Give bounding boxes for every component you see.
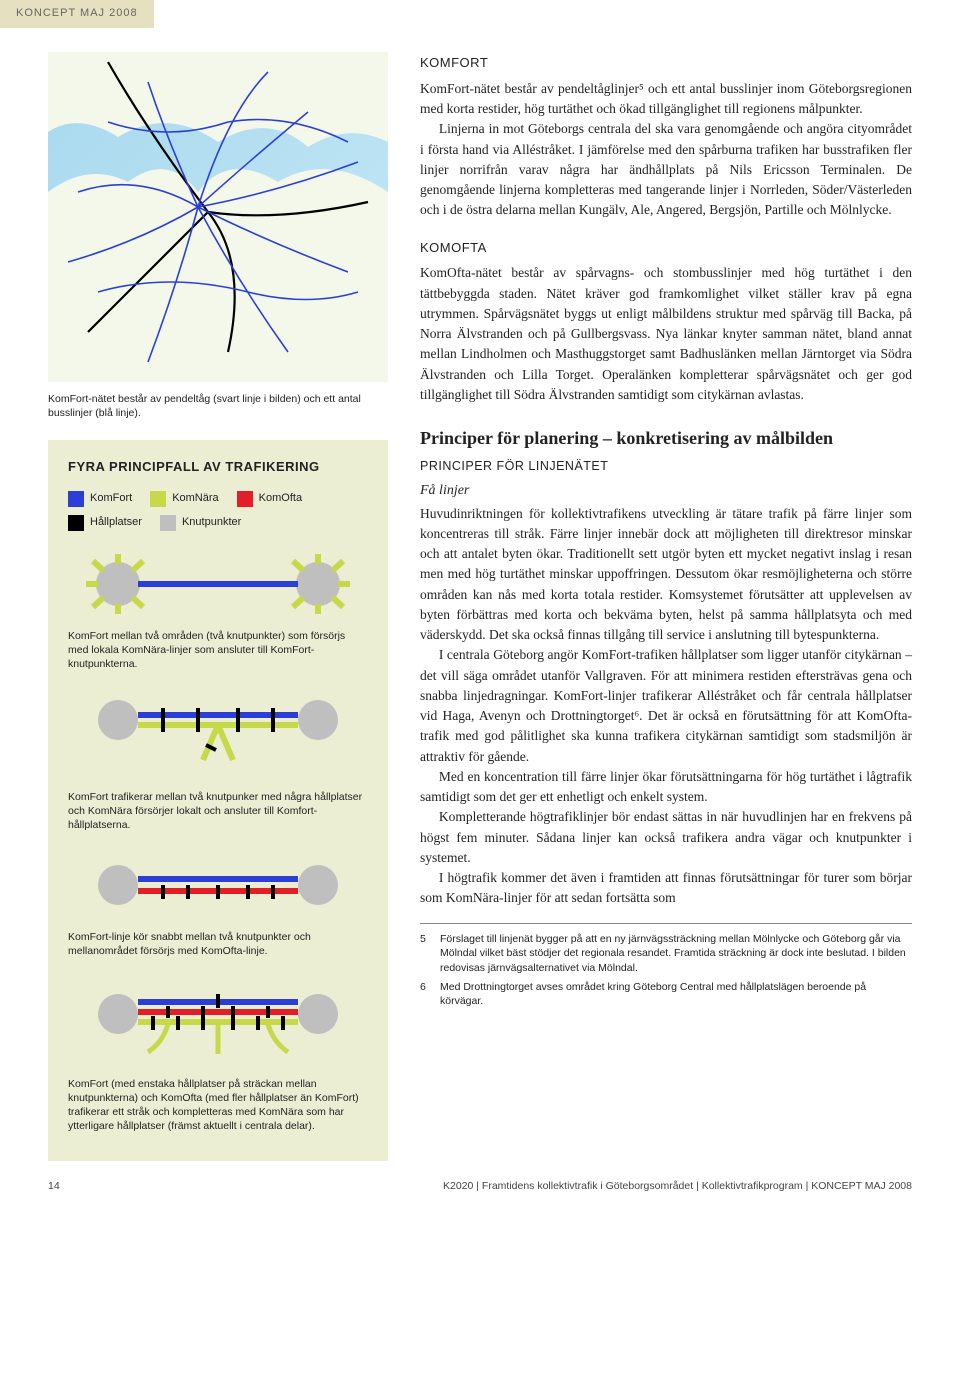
header-tab: KONCEPT MAJ 2008 — [0, 0, 154, 28]
swatch-komnara — [150, 491, 166, 507]
diagram-1 — [68, 549, 368, 619]
swatch-komofta — [237, 491, 253, 507]
footnote-6-num: 6 — [420, 980, 432, 1009]
legend-hallplatser-label: Hållplatser — [90, 515, 142, 531]
legend-komofta: KomOfta — [237, 491, 302, 507]
map-svg — [48, 52, 388, 382]
komfort-p1: KomFort-nätet består av pendeltåglinjer⁵… — [420, 79, 912, 120]
diagram-3 — [68, 850, 368, 920]
swatch-komfort — [68, 491, 84, 507]
principles-infobox: FYRA PRINCIPFALL AV TRAFIKERING KomFort … — [48, 440, 388, 1161]
legend-row-2: Hållplatser Knutpunkter — [68, 515, 368, 531]
diagram-2 — [68, 690, 368, 780]
falinjer-p4: Kompletterande högtrafiklinjer bör endas… — [420, 807, 912, 868]
swatch-knutpunkter — [160, 515, 176, 531]
komofta-body: KomOfta-nätet består av spårvagns- och s… — [420, 263, 912, 405]
komofta-p: KomOfta-nätet består av spårvagns- och s… — [420, 263, 912, 405]
legend-knutpunkter: Knutpunkter — [160, 515, 241, 531]
falinjer-p5: I högtrafik kommer det även i framtiden … — [420, 868, 912, 909]
footnote-5-num: 5 — [420, 932, 432, 976]
page: KONCEPT MAJ 2008 — [0, 0, 960, 1214]
map-caption: KomFort-nätet består av pendeltåg (svart… — [48, 392, 388, 420]
footnote-6-text: Med Drottningtorget avses området kring … — [440, 980, 912, 1009]
footnote-5: 5 Förslaget till linjenät bygger på att … — [420, 932, 912, 976]
principer-subhead: PRINCIPER FÖR LINJENÄTET — [420, 457, 912, 475]
infobox-title: FYRA PRINCIPFALL AV TRAFIKERING — [68, 458, 368, 477]
footnote-5-text: Förslaget till linjenät bygger på att en… — [440, 932, 912, 976]
diagram-4-caption: KomFort (med enstaka hållplatser på strä… — [68, 1077, 368, 1134]
right-column: KOMFORT KomFort-nätet består av pendeltå… — [420, 52, 912, 1161]
falinjer-title: Få linjer — [420, 481, 912, 501]
falinjer-p3: Med en koncentration till färre linjer ö… — [420, 767, 912, 808]
diagram-1-caption: KomFort mellan två områden (två knutpunk… — [68, 629, 368, 672]
swatch-hallplatser — [68, 515, 84, 531]
komfort-title: KOMFORT — [420, 54, 912, 73]
falinjer-p2: I centrala Göteborg angör KomFort-trafik… — [420, 645, 912, 767]
footnote-6: 6 Med Drottningtorget avses området krin… — [420, 980, 912, 1009]
komofta-title: KOMOFTA — [420, 239, 912, 258]
legend-komofta-label: KomOfta — [259, 491, 302, 507]
diagram-2-caption: KomFort trafikerar mellan två knutpunker… — [68, 790, 368, 833]
legend-komnara-label: KomNära — [172, 491, 218, 507]
komfort-p2: Linjerna in mot Göteborgs centrala del s… — [420, 119, 912, 220]
map-figure — [48, 52, 388, 382]
content-columns: KomFort-nätet består av pendeltåg (svart… — [0, 28, 960, 1161]
legend-komfort-label: KomFort — [90, 491, 132, 507]
legend-row-1: KomFort KomNära KomOfta — [68, 491, 368, 507]
page-footer: 14 K2020 | Framtidens kollektivtrafik i … — [0, 1161, 960, 1194]
footer-right: K2020 | Framtidens kollektivtrafik i Göt… — [443, 1179, 912, 1194]
komfort-body: KomFort-nätet består av pendeltåglinjer⁵… — [420, 79, 912, 221]
legend-knutpunkter-label: Knutpunkter — [182, 515, 241, 531]
footnotes: 5 Förslaget till linjenät bygger på att … — [420, 923, 912, 1009]
legend-komfort: KomFort — [68, 491, 132, 507]
diagram-4 — [68, 977, 368, 1067]
principer-heading: Principer för planering – konkretisering… — [420, 425, 912, 451]
diagram-3-caption: KomFort-linje kör snabbt mellan två knut… — [68, 930, 368, 958]
legend-hallplatser: Hållplatser — [68, 515, 142, 531]
falinjer-p1: Huvudinriktningen för kollektivtrafikens… — [420, 504, 912, 646]
left-column: KomFort-nätet består av pendeltåg (svart… — [48, 52, 388, 1161]
page-number: 14 — [48, 1179, 60, 1194]
falinjer-body: Huvudinriktningen för kollektivtrafikens… — [420, 504, 912, 909]
legend-komnara: KomNära — [150, 491, 218, 507]
